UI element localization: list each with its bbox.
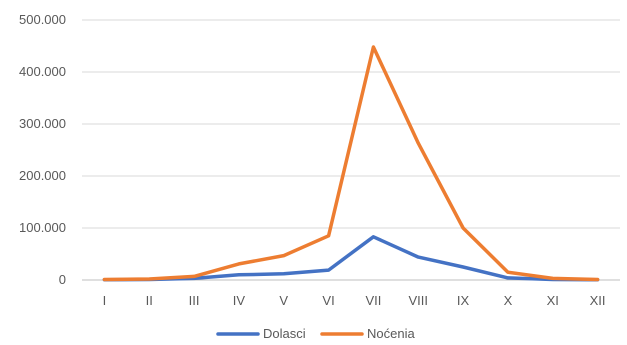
data-point-nocenia	[193, 275, 195, 277]
x-tick-label: IV	[233, 293, 246, 308]
data-point-nocenia	[507, 271, 509, 273]
data-point-nocenia	[597, 278, 599, 280]
data-point-nocenia	[103, 278, 105, 280]
data-point-dolasci	[372, 236, 374, 238]
series-line-nocenia	[102, 45, 600, 282]
y-tick-label: 500.000	[19, 12, 66, 27]
x-tick-label: VII	[365, 293, 381, 308]
data-point-dolasci	[462, 266, 464, 268]
gridlines	[82, 19, 620, 281]
x-tick-label: XII	[590, 293, 606, 308]
data-point-nocenia	[283, 255, 285, 257]
data-point-nocenia	[238, 263, 240, 265]
x-tick-label: XI	[547, 293, 559, 308]
data-point-dolasci	[283, 273, 285, 275]
data-point-nocenia	[552, 277, 554, 279]
x-tick-label: IX	[457, 293, 470, 308]
x-tick-label: II	[146, 293, 153, 308]
x-tick-label: VI	[322, 293, 334, 308]
data-point-dolasci	[193, 277, 195, 279]
data-point-dolasci	[417, 256, 419, 258]
y-axis-ticks: 0 100.000 200.000 300.000 400.000 500.000	[19, 12, 66, 287]
data-point-nocenia	[417, 142, 419, 144]
series-lines	[102, 45, 600, 282]
x-axis-ticks: I II III IV V VI VII VIII IX X XI XII	[103, 293, 606, 308]
data-point-nocenia	[148, 278, 150, 280]
x-tick-label: I	[103, 293, 107, 308]
y-tick-label: 0	[59, 272, 66, 287]
x-tick-label: X	[504, 293, 513, 308]
data-point-dolasci	[507, 277, 509, 279]
y-tick-label: 200.000	[19, 168, 66, 183]
x-tick-label: III	[189, 293, 200, 308]
x-tick-label: VIII	[408, 293, 428, 308]
data-point-dolasci	[238, 274, 240, 276]
legend-label-nocenia: Noćenia	[367, 326, 415, 341]
y-tick-label: 100.000	[19, 220, 66, 235]
y-tick-label: 400.000	[19, 64, 66, 79]
data-point-nocenia	[372, 46, 374, 48]
x-tick-label: V	[279, 293, 288, 308]
legend-label-dolasci: Dolasci	[263, 326, 306, 341]
data-point-nocenia	[462, 227, 464, 229]
data-point-dolasci	[328, 269, 330, 271]
y-tick-label: 300.000	[19, 116, 66, 131]
legend: Dolasci Noćenia	[216, 326, 415, 341]
data-point-nocenia	[328, 235, 330, 237]
